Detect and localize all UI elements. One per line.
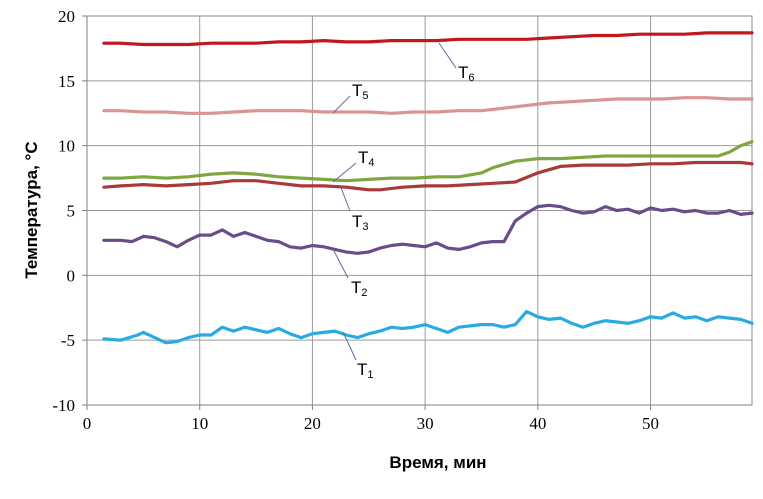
plot-area bbox=[82, 15, 753, 410]
y-tick-label: -10 bbox=[52, 396, 75, 415]
x-tick-label: 40 bbox=[529, 414, 546, 433]
x-axis-ticks: 0 10 20 30 40 50 bbox=[83, 414, 659, 433]
series-leader-t3 bbox=[339, 184, 351, 212]
series-label-main: T bbox=[357, 360, 367, 379]
series-label-main: T bbox=[358, 148, 368, 167]
series-line-t1 bbox=[102, 310, 754, 345]
y-axis-ticks: 20 15 10 5 0 -5 -10 bbox=[52, 7, 75, 415]
series-label-sub: 6 bbox=[468, 72, 474, 84]
series-label-main: T bbox=[352, 81, 362, 100]
y-axis-label: Температура, °С bbox=[22, 141, 41, 278]
series-label-main: T bbox=[458, 63, 468, 82]
series-label-t6: T6 bbox=[458, 63, 475, 84]
series-layer bbox=[102, 31, 754, 345]
series-label-main: T bbox=[351, 278, 361, 297]
x-axis-label: Время, мин bbox=[389, 453, 486, 472]
series-line-t6 bbox=[102, 31, 754, 47]
series-label-t1: T1 bbox=[357, 360, 374, 381]
y-tick-label: -5 bbox=[61, 331, 75, 350]
series-line-t2 bbox=[102, 203, 754, 255]
series-leader-t2 bbox=[332, 248, 349, 279]
x-tick-label: 20 bbox=[304, 414, 321, 433]
y-tick-label: 5 bbox=[67, 202, 76, 221]
series-line-t4 bbox=[102, 140, 754, 183]
series-label-t2: T2 bbox=[351, 278, 368, 299]
series-label-t4: T4 bbox=[358, 148, 375, 169]
series-line-t3 bbox=[102, 160, 754, 192]
series-label-sub: 2 bbox=[361, 287, 367, 299]
series-label-sub: 4 bbox=[368, 157, 374, 169]
y-tick-label: 10 bbox=[58, 137, 75, 156]
series-label-sub: 1 bbox=[367, 369, 373, 381]
x-tick-label: 10 bbox=[191, 414, 208, 433]
x-tick-label: 50 bbox=[642, 414, 659, 433]
series-label-sub: 5 bbox=[362, 90, 368, 102]
series-label-sub: 3 bbox=[362, 221, 368, 233]
x-tick-label: 0 bbox=[83, 414, 92, 433]
chart-grid bbox=[87, 15, 752, 406]
series-label-t3: T3 bbox=[352, 212, 369, 233]
series-leader-t6 bbox=[438, 42, 457, 69]
series-leader-t5 bbox=[332, 95, 351, 114]
y-tick-label: 0 bbox=[67, 266, 76, 285]
series-line-t5 bbox=[102, 96, 754, 115]
series-label-t5: T5 bbox=[352, 81, 369, 102]
x-tick-label: 30 bbox=[417, 414, 434, 433]
y-tick-label: 15 bbox=[58, 72, 75, 91]
y-tick-label: 20 bbox=[58, 7, 75, 26]
series-leader-t4 bbox=[332, 162, 357, 183]
series-leader-t1 bbox=[342, 331, 357, 361]
series-label-main: T bbox=[352, 212, 362, 231]
